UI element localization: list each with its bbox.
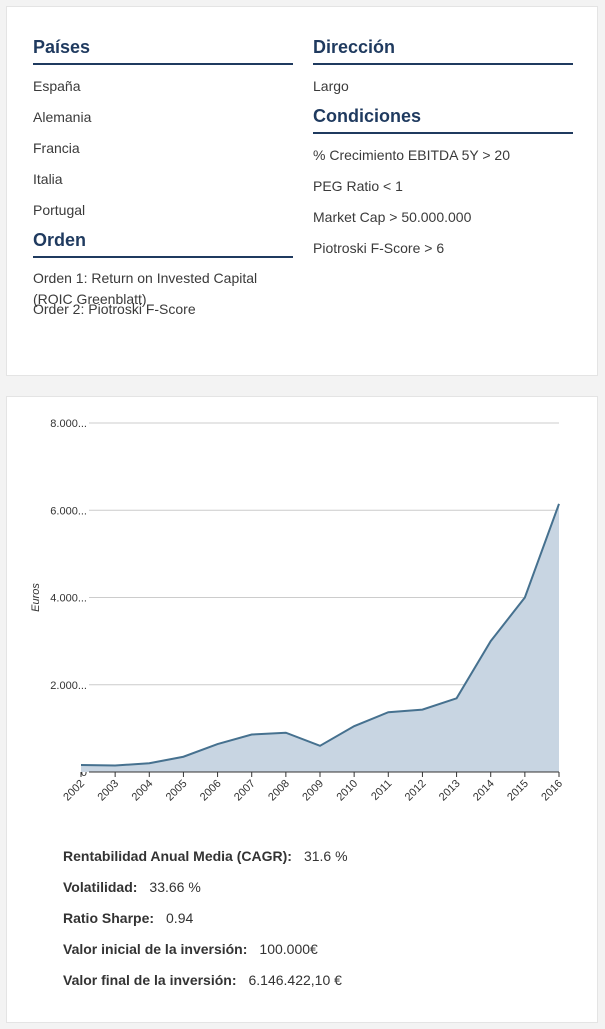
condition-item: % Crecimiento EBITDA 5Y > 20 — [313, 147, 510, 163]
area-fill — [81, 503, 559, 772]
x-tick-label: 2013 — [437, 778, 463, 804]
conditions-list: % Crecimiento EBITDA 5Y > 20 PEG Ratio <… — [313, 134, 573, 258]
country-item: Francia — [33, 140, 80, 156]
stat-row: Volatilidad: 33.66 % — [63, 872, 348, 903]
countries-heading: Países — [33, 37, 293, 65]
stat-label: Valor final de la inversión: — [63, 972, 237, 988]
direction-list: Largo — [313, 65, 573, 96]
x-tick-label: 2011 — [369, 778, 394, 803]
country-item: España — [33, 78, 81, 94]
stat-value: 6.146.422,10 € — [248, 972, 342, 988]
y-tick-label: 0 — [81, 767, 87, 779]
filters-left-column: Países España Alemania Francia Italia Po… — [33, 37, 293, 324]
filters-panel: Países España Alemania Francia Italia Po… — [6, 6, 598, 376]
condition-item: Market Cap > 50.000.000 — [313, 209, 472, 225]
stat-value: 31.6 % — [303, 848, 348, 864]
stat-label: Volatilidad: — [63, 879, 138, 895]
country-item: Portugal — [33, 202, 86, 218]
stat-row: Rentabilidad Anual Media (CAGR): 31.6 % — [63, 841, 348, 872]
x-tick-label: 2006 — [198, 778, 224, 804]
x-tick-label: 2015 — [505, 778, 531, 804]
condition-item: PEG Ratio < 1 — [313, 178, 403, 194]
order-list: Orden 1: Return on Invested Capital (ROI… — [33, 258, 293, 320]
order-heading: Orden — [33, 230, 293, 258]
stat-value: 33.66 % — [149, 879, 201, 895]
filters-right-column: Dirección Largo Condiciones % Crecimient… — [313, 37, 573, 262]
series-line — [80, 503, 560, 767]
chart-container: 0 2.000... 4.000... 6.000... 8.000... 2002 200… — [17, 411, 592, 831]
direction-value: Largo — [313, 78, 349, 94]
x-tick-label: 2002 — [61, 778, 87, 804]
countries-list: España Alemania Francia Italia Portugal — [33, 65, 293, 220]
stat-value: 0.94 — [166, 910, 194, 926]
y-tick-label: 8.000... — [50, 418, 87, 430]
equity-area-chart: 0 2.000... 4.000... 6.000... 8.000... 2002 200… — [30, 418, 565, 804]
x-tick-label: 2014 — [471, 778, 497, 804]
backtest-panel: 0 2.000... 4.000... 6.000... 8.000... 2002 200… — [6, 396, 598, 1023]
y-axis-label: Euros — [30, 583, 42, 612]
y-tick-label: 6.000... — [50, 505, 87, 517]
stat-value: 100.000€ — [259, 941, 318, 957]
x-tick-label: 2003 — [95, 778, 121, 804]
order-item: Order 2: Piotroski F-Score — [33, 301, 196, 317]
stat-row: Ratio Sharpe: 0.94 — [63, 903, 348, 934]
y-tick-label: 2.000... — [50, 680, 87, 692]
x-tick-label: 2010 — [334, 778, 360, 804]
stats-list: Rentabilidad Anual Media (CAGR): 31.6 % V… — [63, 841, 348, 996]
x-tick-label: 2016 — [539, 778, 565, 804]
stat-label: Valor inicial de la inversión: — [63, 941, 248, 957]
direction-heading: Dirección — [313, 37, 573, 65]
x-tick-label: 2007 — [232, 778, 258, 804]
stat-label: Rentabilidad Anual Media (CAGR): — [63, 848, 292, 864]
x-tick-label: 2012 — [403, 778, 429, 804]
y-tick-label: 4.000... — [50, 593, 87, 605]
order-item: Orden 1: Return on Invested Capital (ROI… — [33, 270, 258, 307]
stat-label: Ratio Sharpe: — [63, 910, 155, 926]
condition-item: Piotroski F-Score > 6 — [313, 240, 445, 256]
x-tick-label: 2009 — [300, 778, 326, 804]
country-item: Italia — [33, 171, 63, 187]
x-tick-label: 2008 — [266, 778, 292, 804]
x-tick-label: 2004 — [130, 778, 156, 804]
x-tick-label: 2005 — [164, 778, 190, 804]
stat-row: Valor final de la inversión: 6.146.422,10… — [63, 965, 348, 996]
country-item: Alemania — [33, 109, 92, 125]
stat-row: Valor inicial de la inversión: 100.000€ — [63, 934, 348, 965]
conditions-heading: Condiciones — [313, 106, 573, 134]
